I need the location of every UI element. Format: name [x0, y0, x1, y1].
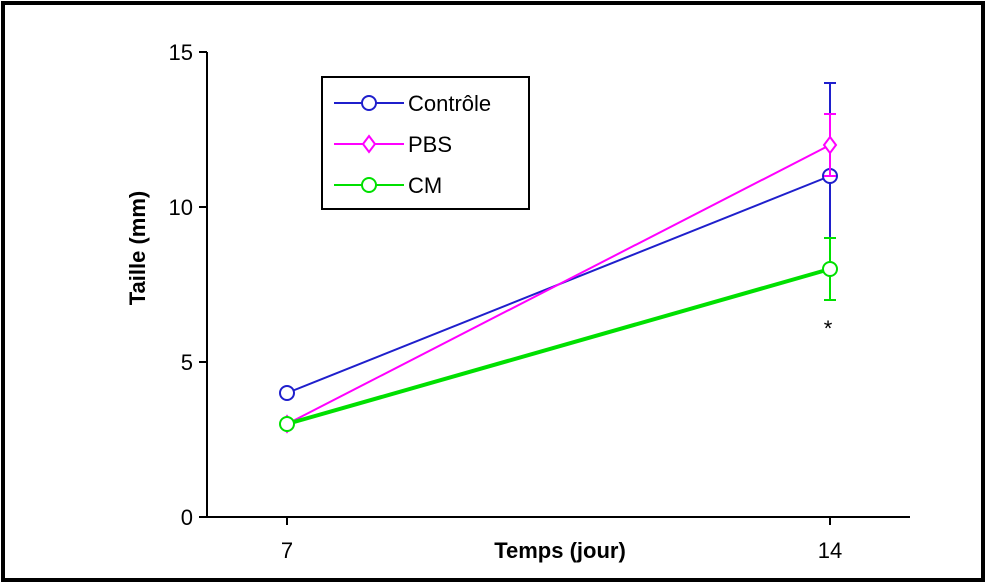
series-cm [279, 237, 838, 432]
legend-label: Contrôle [408, 91, 491, 116]
series-layer [279, 82, 838, 434]
y-tick-label: 15 [169, 40, 193, 65]
x-axis-label: Temps (jour) [494, 538, 626, 563]
axes: 0 5 10 15 7 14 [169, 40, 910, 563]
x-tick-label: 14 [818, 538, 842, 563]
legend-label: CM [408, 173, 442, 198]
x-tick-label: 7 [281, 538, 293, 563]
series-line [286, 144, 831, 425]
y-tick-label: 0 [181, 505, 193, 530]
legend-marker [361, 95, 377, 111]
data-point [822, 261, 838, 277]
y-tick-label: 10 [169, 195, 193, 220]
data-point [279, 385, 295, 401]
data-point [279, 416, 295, 432]
legend-label: PBS [408, 132, 452, 157]
series-line [286, 267, 831, 426]
y-tick-label: 5 [181, 350, 193, 375]
legend-marker [361, 177, 377, 193]
legend-marker [361, 134, 377, 154]
y-axis-label: Taille (mm) [125, 191, 150, 306]
significance-annotation: * [824, 316, 833, 341]
legend: Contrôle PBS CM [321, 76, 530, 210]
data-point [822, 135, 838, 155]
